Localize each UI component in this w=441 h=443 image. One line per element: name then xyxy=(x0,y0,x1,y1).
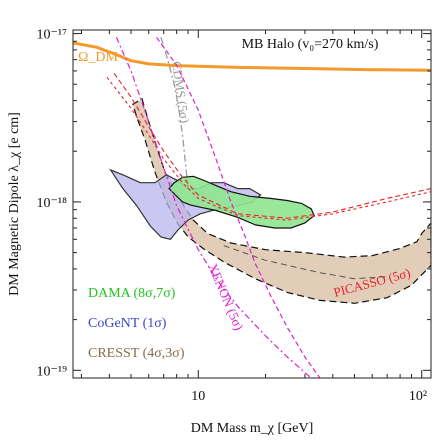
y-tick-label: 10⁻¹⁹ xyxy=(37,364,68,379)
dama-region xyxy=(168,175,315,229)
cogent-region xyxy=(109,168,262,240)
cresst-inner-contour xyxy=(223,245,388,280)
limit-curves xyxy=(73,36,431,378)
legend-dama: DAMA (8σ,7σ) xyxy=(88,286,176,301)
xenon-limit-line xyxy=(115,37,312,378)
y-tick-label: 10⁻¹⁷ xyxy=(37,28,68,43)
x-tick-label: 10² xyxy=(409,389,427,404)
legend-cogent: CoGeNT (1σ) xyxy=(88,316,167,331)
xenon-limit-line-2 xyxy=(156,36,321,378)
halo-annotation: MB Halo (v₀=270 km/s) xyxy=(242,37,379,52)
picasso-limit-line xyxy=(113,73,431,219)
cdms-limit-line xyxy=(160,37,189,189)
omega-dm-label: Ω_DM xyxy=(78,50,119,65)
plot-frame xyxy=(72,29,432,379)
cdms-label: CDMS (5σ) xyxy=(169,60,193,124)
x-tick-label: 10 xyxy=(191,389,205,404)
exclusion-regions xyxy=(109,97,431,304)
x-axis-label: DM Mass m_χ [GeV] xyxy=(191,421,313,436)
legend-cresst: CRESST (4σ,3σ) xyxy=(88,346,185,361)
omega-dm-line xyxy=(73,41,431,72)
y-tick-label: 10⁻¹⁸ xyxy=(37,196,68,211)
y-axis-label: DM Magnetic Dipole λ_χ [e cm] xyxy=(7,112,22,296)
xenon-label: XENON (5σ) xyxy=(205,261,247,332)
axis-ticks: 10 10² 10⁻¹⁷ 10⁻¹⁸ 10⁻¹⁹ xyxy=(37,28,431,404)
picasso-limit-line-2 xyxy=(106,76,431,221)
